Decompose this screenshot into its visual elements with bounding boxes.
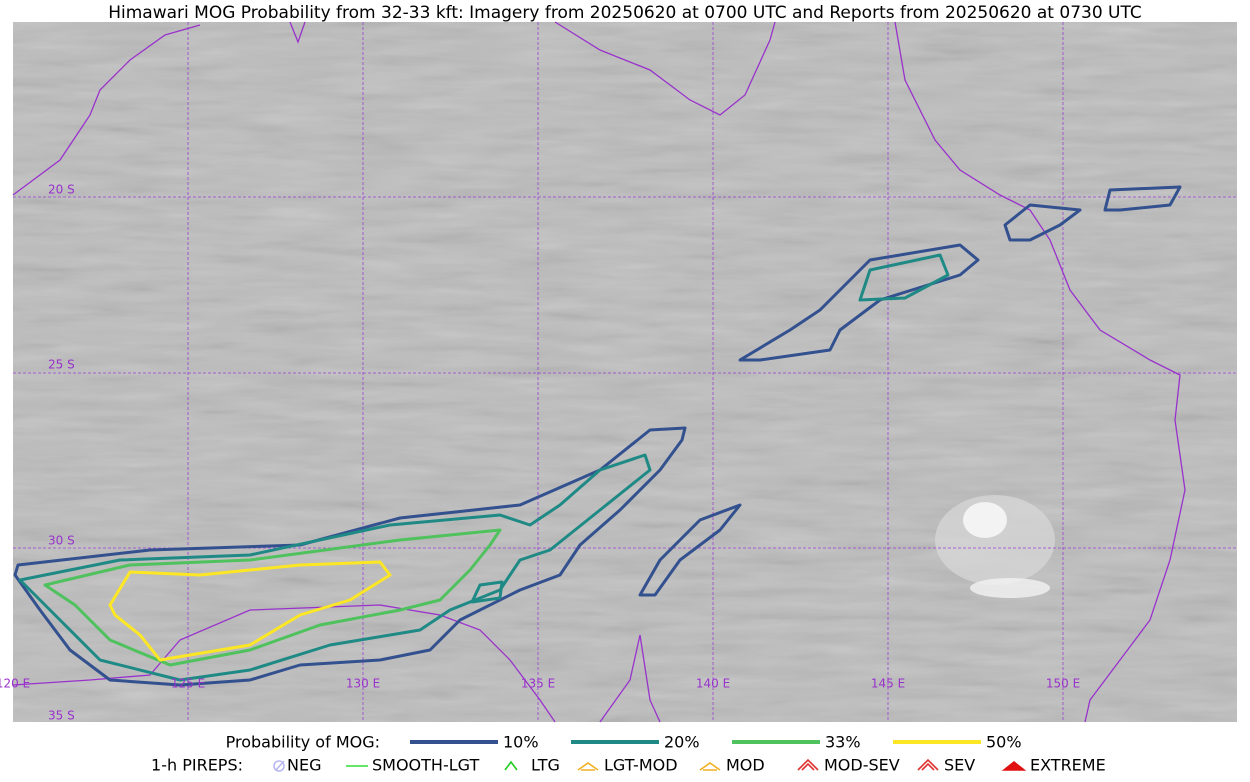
legend-label: EXTREME (1030, 756, 1106, 775)
legend-title: Probability of MOG: (226, 733, 380, 752)
legend-label: 33% (825, 733, 861, 752)
lat-labels: 20 S 25 S 30 S 35 S (48, 183, 75, 723)
contour-20 (858, 253, 950, 302)
coastline (599, 634, 661, 723)
lon-label: 150 E (1046, 677, 1080, 691)
probability-contours (13, 185, 1182, 687)
lon-label: 140 E (696, 677, 730, 691)
legend-label: LTG (531, 756, 560, 775)
lon-label: 135 E (521, 677, 555, 691)
lon-label: 145 E (871, 677, 905, 691)
contour-10 (638, 503, 742, 597)
coastline (12, 604, 556, 723)
legend-label: 20% (664, 733, 700, 752)
legend-label: SEV (944, 756, 975, 775)
coastline (894, 21, 1186, 723)
contour-10 (13, 426, 687, 687)
lat-label: 30 S (48, 534, 75, 548)
pirep-symbol (699, 762, 721, 771)
lat-label: 20 S (48, 183, 75, 197)
legend-label: MOD-SEV (824, 756, 900, 775)
coastline (554, 21, 776, 116)
pirep-symbol (273, 760, 285, 772)
coastlines (12, 21, 1186, 723)
pirep-symbol (504, 760, 518, 771)
cloud-system (963, 502, 1007, 538)
lon-labels: 120 E 125 E 130 E 135 E 140 E 145 E 150 E (0, 677, 1080, 691)
legend-label: LGT-MOD (604, 756, 678, 775)
legend-label: 50% (986, 733, 1022, 752)
contour-10 (738, 243, 980, 362)
coastline (289, 21, 306, 44)
map: 20 S 25 S 30 S 35 S 120 E 125 E 130 E 135 E 140… (0, 21, 1237, 723)
legend-label: SMOOTH-LGT (372, 756, 479, 775)
contour-20 (470, 580, 504, 604)
lon-label: 120 E (0, 677, 30, 691)
contour-10 (1103, 185, 1182, 212)
lon-label: 125 E (171, 677, 205, 691)
coastline (12, 24, 201, 196)
contour-50 (108, 560, 392, 662)
lat-label: 35 S (48, 709, 75, 723)
legend: Probability of MOG: 1-h PIREPS: 10% 20% 33… (151, 733, 1106, 775)
pirep-symbol (1001, 760, 1027, 771)
cloud-texture (13, 22, 1237, 722)
cloud-system (970, 578, 1050, 598)
contour-20 (18, 453, 652, 682)
pirep-symbol (797, 758, 819, 771)
title: Himawari MOG Probability from 32-33 kft:… (108, 3, 1142, 23)
lat-label: 25 S (48, 358, 75, 372)
graticule (13, 22, 1237, 722)
legend-title: 1-h PIREPS: (151, 756, 243, 775)
legend-label: NEG (287, 756, 321, 775)
contour-33 (43, 528, 502, 667)
legend-label: 10% (503, 733, 539, 752)
pirep-symbol (577, 762, 599, 771)
contour-10 (1003, 203, 1082, 242)
legend-label: MOD (726, 756, 765, 775)
pirep-symbol (917, 758, 939, 771)
lon-label: 130 E (346, 677, 380, 691)
